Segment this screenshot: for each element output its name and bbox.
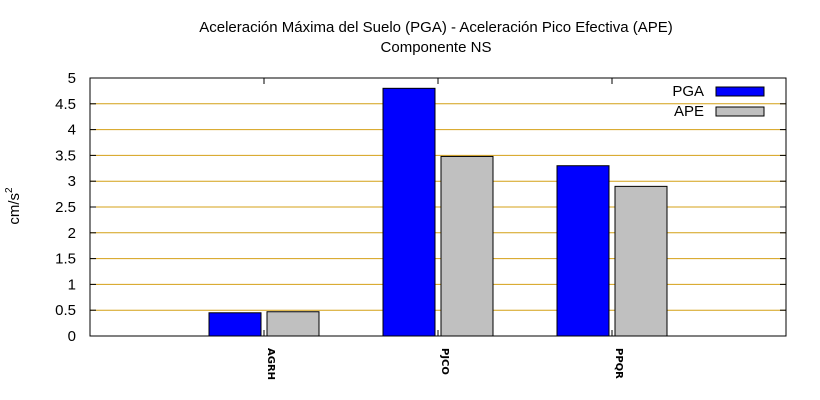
x-category-label: AGRH (265, 348, 276, 380)
chart-title-line-1: Aceleración Máxima del Suelo (PGA) - Ace… (199, 19, 673, 36)
legend-swatch-ape (715, 106, 765, 117)
y-axis-label: cm/s2 (4, 187, 23, 225)
bar-ape-pjco (440, 155, 494, 337)
x-category-label: PPQR (613, 348, 624, 379)
x-axis-categories: AGRH PJCO PPQR (263, 78, 624, 380)
y-tick-label: 0.5 (55, 302, 76, 319)
y-tick-label: 2.5 (55, 199, 76, 216)
legend-label-pga: PGA (672, 83, 704, 100)
y-tick-label: 3.5 (55, 147, 76, 164)
bars (208, 87, 668, 337)
bar-pga-pjco (382, 87, 436, 337)
y-tick-label: 0 (68, 328, 76, 345)
legend-swatch-pga (715, 86, 765, 97)
y-axis-label-superscript: 2 (4, 187, 15, 193)
y-tick-label: 4.5 (55, 96, 76, 113)
svg-text:cm/s2: cm/s2 (4, 187, 23, 225)
y-tick-label: 2 (68, 225, 76, 242)
y-axis-ticks: 0 0.5 1 1.5 2 2.5 3 3.5 4 4.5 5 (55, 70, 786, 345)
y-axis-label-text: cm/s (6, 193, 23, 225)
bar-pga-ppqr (556, 165, 610, 337)
grid-lines (90, 103, 786, 311)
y-tick-label: 5 (68, 70, 76, 87)
y-tick-label: 4 (68, 122, 76, 139)
legend: PGA APE (672, 83, 765, 120)
chart-title-line-2: Componente NS (381, 39, 492, 56)
x-category-label: PJCO (439, 348, 450, 375)
y-tick-label: 1.5 (55, 251, 76, 268)
bar-ape-agrh (266, 311, 320, 337)
y-tick-label: 3 (68, 173, 76, 190)
bar-ape-ppqr (614, 185, 668, 337)
bar-pga-agrh (208, 312, 262, 337)
legend-label-ape: APE (674, 103, 704, 120)
y-tick-label: 1 (68, 276, 76, 293)
